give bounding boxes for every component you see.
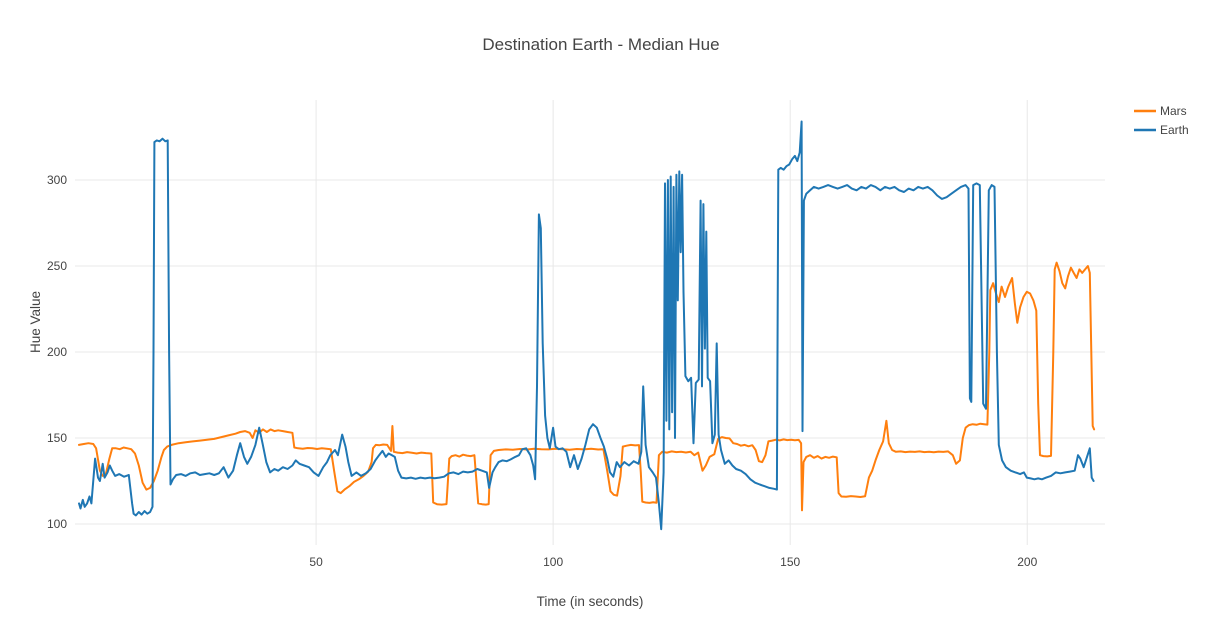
x-tick-label: 50 (309, 555, 323, 569)
legend-item-earth[interactable]: Earth (1134, 123, 1189, 137)
series-line-earth[interactable] (78, 120, 1095, 531)
y-tick-label: 200 (47, 345, 67, 359)
x-tick-label: 150 (780, 555, 800, 569)
y-tick-label: 300 (47, 173, 67, 187)
legend-label-mars: Mars (1160, 104, 1187, 118)
data-series (78, 120, 1096, 531)
x-axis-title: Time (in seconds) (537, 594, 644, 609)
axis-tick-labels: 100 150 200 250 300 50 100 150 200 (47, 173, 1038, 569)
x-tick-label: 200 (1017, 555, 1037, 569)
x-tick-label: 100 (543, 555, 563, 569)
legend-item-mars[interactable]: Mars (1134, 104, 1187, 118)
legend-label-earth: Earth (1160, 123, 1189, 137)
y-tick-label: 250 (47, 259, 67, 273)
y-axis-title: Hue Value (28, 291, 43, 353)
y-tick-label: 150 (47, 431, 67, 445)
y-tick-label: 100 (47, 517, 67, 531)
legend[interactable]: Mars Earth (1134, 104, 1189, 137)
chart-title: Destination Earth - Median Hue (482, 35, 719, 54)
gridlines (75, 100, 1105, 545)
series-line-mars[interactable] (78, 261, 1096, 512)
